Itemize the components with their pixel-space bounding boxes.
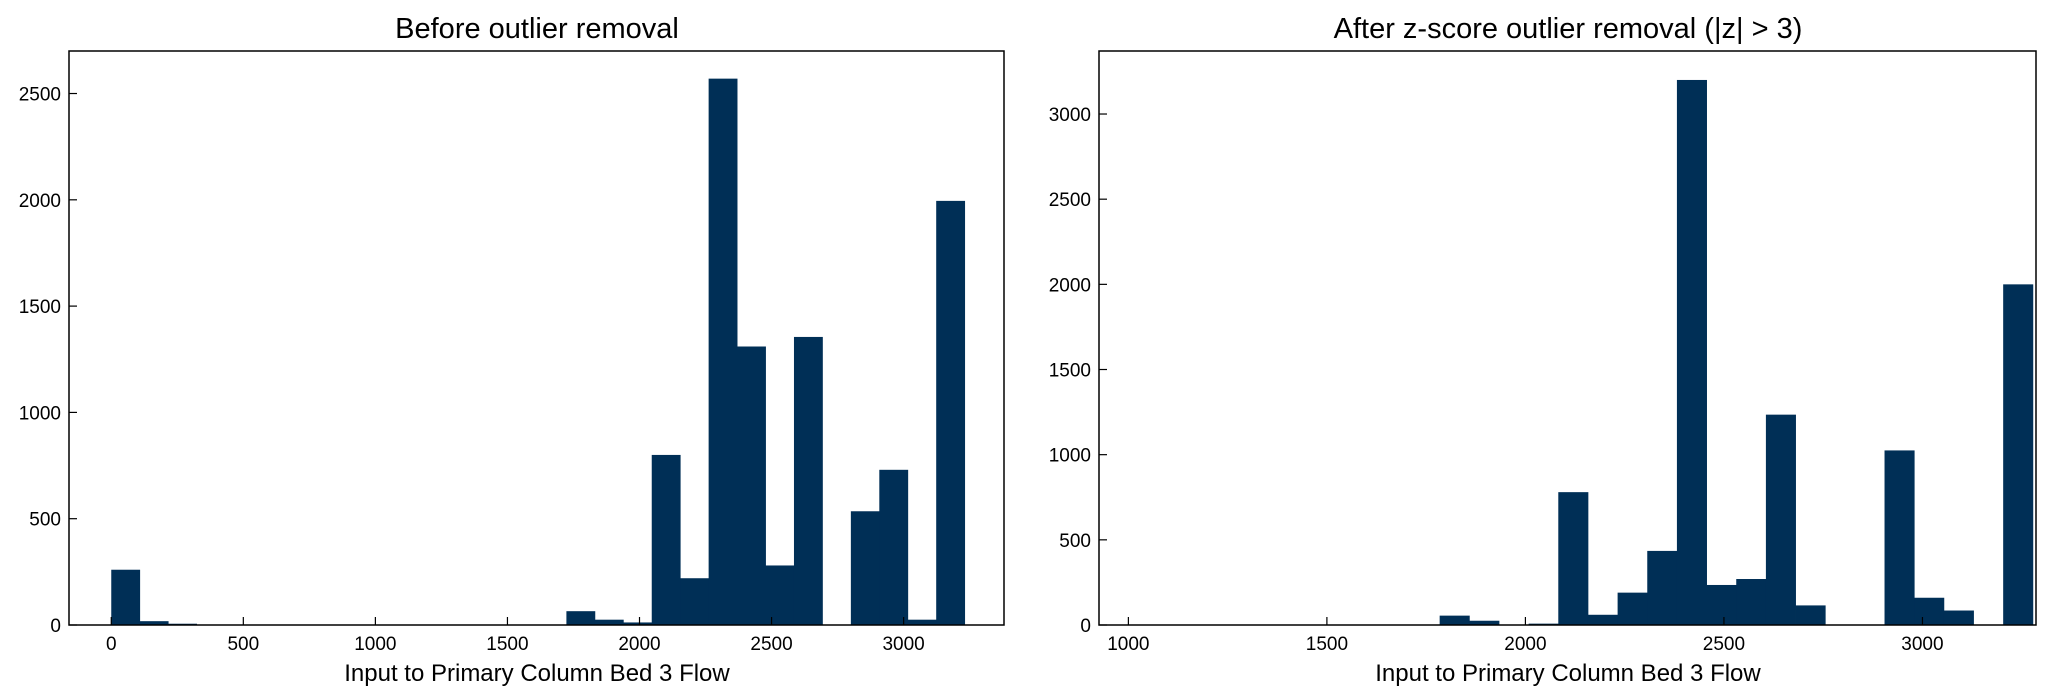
x-tick-label: 2500 — [750, 634, 792, 655]
histogram-bar — [1795, 605, 1826, 625]
y-tick-label: 2500 — [1049, 190, 1091, 211]
histogram-bar — [1617, 592, 1648, 625]
x-axis-label: Input to Primary Column Bed 3 Flow — [344, 660, 730, 687]
histogram-bar — [793, 336, 823, 625]
plot-frame — [68, 50, 1005, 626]
histogram-bar — [1884, 450, 1915, 625]
y-axis-ticks: 0 500 1000 1500 2000 2500 — [19, 85, 77, 637]
y-tick-label: 2500 — [19, 85, 61, 106]
histogram-bar — [1943, 610, 1974, 625]
histogram-bar — [765, 565, 795, 625]
histogram-bar — [1706, 584, 1737, 625]
histogram-bar — [594, 619, 624, 625]
histogram-bar — [139, 621, 169, 625]
y-tick-label: 500 — [29, 510, 61, 531]
x-axis-label: Input to Primary Column Bed 3 Flow — [1375, 660, 1761, 687]
histogram-bar — [1439, 615, 1470, 625]
x-tick-label: 2000 — [618, 634, 660, 655]
y-tick-label: 3000 — [1049, 105, 1091, 126]
x-tick-label: 2000 — [1504, 634, 1546, 655]
histogram-bar — [111, 569, 141, 625]
histogram-bar — [907, 619, 937, 625]
y-tick-label: 2000 — [19, 191, 61, 212]
x-tick-label: 500 — [227, 634, 259, 655]
y-tick-label: 0 — [1080, 616, 1091, 637]
histogram-bar — [680, 578, 710, 625]
histogram-bar — [737, 346, 766, 625]
histogram-before-outlier-removal: Before outlier removal 0 500 1000 1500 2000 2… — [19, 13, 1005, 687]
y-tick-label: 1500 — [19, 297, 61, 318]
x-tick-label: 1500 — [1306, 634, 1348, 655]
histogram-after-zscore-removal: After z-score outlier removal (|z| > 3) … — [1049, 13, 2037, 687]
bars-group — [111, 78, 966, 625]
y-tick-label: 2000 — [1049, 275, 1091, 296]
x-tick-label: 1000 — [1107, 634, 1149, 655]
histogram-bar — [2003, 284, 2034, 625]
x-axis-ticks: 0 500 1000 1500 2000 2500 3000 — [106, 617, 925, 655]
histogram-bar — [708, 78, 738, 625]
histogram-bar — [879, 469, 909, 625]
y-tick-label: 1500 — [1049, 361, 1091, 382]
y-tick-label: 500 — [1059, 531, 1091, 552]
histogram-bar — [651, 454, 681, 625]
histogram-bar — [1765, 414, 1796, 625]
x-tick-label: 3000 — [882, 634, 924, 655]
y-tick-label: 1000 — [1049, 446, 1091, 467]
y-tick-label: 1000 — [19, 403, 61, 424]
y-axis-ticks: 0 500 1000 1500 2000 2500 3000 — [1049, 105, 1107, 637]
plot-frame — [1098, 50, 2037, 626]
histogram-bar — [1736, 579, 1767, 625]
chart-title: After z-score outlier removal (|z| > 3) — [1334, 13, 1803, 45]
histogram-bar — [623, 622, 653, 625]
x-tick-label: 1000 — [354, 634, 396, 655]
histogram-bar — [1914, 597, 1945, 625]
x-axis-ticks: 1000 1500 2000 2500 3000 — [1107, 617, 1944, 655]
histogram-bar — [1676, 79, 1707, 625]
y-tick-label: 0 — [50, 616, 61, 637]
histogram-bar — [1647, 550, 1678, 625]
histogram-bar — [936, 200, 966, 625]
x-tick-label: 2500 — [1703, 634, 1745, 655]
chart-title: Before outlier removal — [395, 13, 679, 45]
histogram-bar — [566, 611, 596, 625]
histogram-bar — [1587, 614, 1619, 625]
x-tick-label: 3000 — [1901, 634, 1943, 655]
x-tick-label: 1500 — [486, 634, 528, 655]
x-tick-label: 0 — [106, 634, 117, 655]
bars-group — [1439, 79, 2034, 625]
histogram-bar — [1469, 620, 1500, 625]
histogram-bar — [1558, 492, 1589, 625]
histogram-bar — [850, 511, 880, 625]
